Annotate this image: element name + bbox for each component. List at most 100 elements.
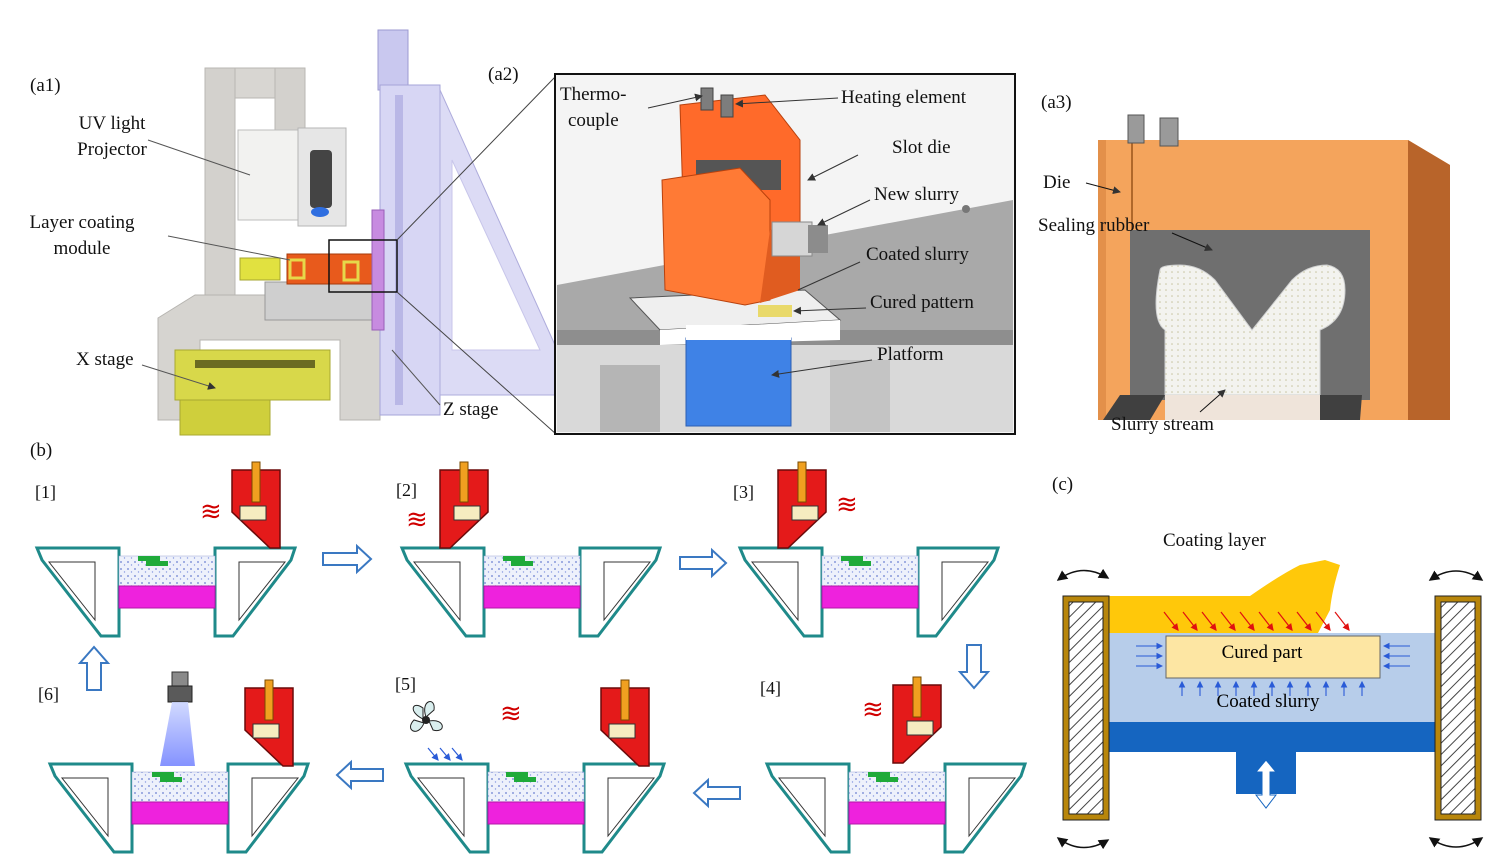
slot-die bbox=[244, 679, 294, 767]
label-x-stage: X stage bbox=[76, 349, 134, 370]
die-feed bbox=[797, 461, 807, 503]
label-new-slurry: New slurry bbox=[874, 184, 959, 205]
panel-b-tag: (b) bbox=[30, 440, 52, 461]
panel-c-tag: (c) bbox=[1052, 474, 1073, 495]
vat-left-cavity bbox=[47, 561, 96, 622]
heat-flux-arrow bbox=[1201, 611, 1217, 631]
die-chamber bbox=[252, 723, 280, 739]
label-slot-die: Slot die bbox=[892, 137, 951, 158]
label-platform: Platform bbox=[877, 344, 944, 365]
heat-flux-arrow bbox=[1163, 611, 1179, 631]
step-1 bbox=[34, 461, 298, 638]
heat-flux-arrow bbox=[1182, 611, 1198, 631]
die-chamber bbox=[239, 505, 267, 521]
vat-right-cavity bbox=[251, 777, 300, 838]
build-platform bbox=[848, 801, 946, 825]
die-feed bbox=[620, 679, 630, 721]
label-coating-layer: Coating layer bbox=[1163, 530, 1267, 551]
uv-lamp-icon bbox=[160, 671, 195, 766]
panel-a3-tag: (a3) bbox=[1041, 92, 1072, 113]
slurry-layer bbox=[131, 771, 229, 803]
heat-flux-arrows bbox=[1163, 611, 1350, 631]
fan-icon bbox=[410, 701, 443, 732]
panel-a1: (a1) bbox=[30, 29, 557, 436]
vat-right-cavity bbox=[238, 561, 287, 622]
label-uv-light: UV light bbox=[79, 113, 146, 134]
step-tag-2: [2] bbox=[396, 480, 417, 500]
cured-pattern bbox=[514, 777, 536, 782]
vat-right-cavity bbox=[941, 561, 990, 622]
step-5 bbox=[403, 679, 667, 854]
step-tag-6: [6] bbox=[38, 684, 59, 704]
step-tag-4: [4] bbox=[760, 678, 781, 698]
vat-left-cavity bbox=[750, 561, 799, 622]
vat-left-cavity bbox=[412, 561, 461, 622]
projector-body bbox=[237, 129, 299, 221]
vat-right-cavity bbox=[607, 777, 656, 838]
slurry-cavity bbox=[1155, 264, 1346, 396]
step-3 bbox=[737, 461, 1001, 638]
zoom-box bbox=[328, 239, 398, 293]
slot-die bbox=[439, 461, 489, 549]
label-couple: couple bbox=[568, 110, 619, 131]
slurry-layer bbox=[487, 771, 585, 803]
slot-die bbox=[777, 461, 827, 549]
build-platform bbox=[118, 585, 216, 609]
cured-pattern bbox=[152, 772, 174, 777]
cured-pattern bbox=[146, 561, 168, 566]
cured-pattern bbox=[503, 556, 525, 561]
label-die: Die bbox=[1043, 172, 1070, 193]
build-platform bbox=[821, 585, 919, 609]
label-sealing-rubber: Sealing rubber bbox=[1038, 215, 1150, 236]
projector-lens bbox=[311, 207, 329, 217]
slurry-layer bbox=[821, 555, 919, 587]
die-chamber bbox=[608, 723, 636, 739]
heat-flux-arrow bbox=[1239, 611, 1255, 631]
slurry-layer bbox=[483, 555, 581, 587]
slot-die bbox=[231, 461, 281, 549]
cured-pattern-mark bbox=[758, 305, 792, 317]
label-layer-coating: Layer coating bbox=[30, 212, 135, 233]
label-coated-slurry: Coated slurry bbox=[1217, 691, 1320, 712]
flow-arrows bbox=[77, 543, 991, 809]
build-platform bbox=[1104, 722, 1442, 752]
slurry-layer bbox=[118, 555, 216, 587]
cured-pattern bbox=[138, 556, 160, 561]
heat-icon: ≋ bbox=[500, 699, 522, 728]
heat-icon: ≋ bbox=[200, 497, 222, 526]
z-stage bbox=[379, 84, 441, 416]
step-tag-1: [1] bbox=[35, 482, 56, 502]
heat-flux-arrow bbox=[1296, 611, 1312, 631]
cured-pattern bbox=[876, 777, 898, 782]
cured-pattern bbox=[511, 561, 533, 566]
panel-c: (c) Coating layer Cured part Coated slur… bbox=[1052, 474, 1484, 850]
panel-a1-tag: (a1) bbox=[30, 75, 61, 96]
diffusion-arrows bbox=[1136, 642, 1410, 696]
x-stage bbox=[174, 349, 331, 401]
die-chamber bbox=[906, 720, 934, 736]
slot-die bbox=[892, 676, 942, 764]
heat-flux-arrow bbox=[1334, 611, 1350, 631]
label-cured-pattern: Cured pattern bbox=[870, 292, 974, 313]
platform-block bbox=[685, 337, 792, 427]
vat-left-cavity bbox=[416, 777, 465, 838]
label-coated-slurry: Coated slurry bbox=[866, 244, 969, 265]
vat-right-cavity bbox=[968, 777, 1017, 838]
vat-right-cavity bbox=[603, 561, 652, 622]
step-2 bbox=[399, 461, 663, 638]
heat-icon: ≋ bbox=[862, 695, 884, 724]
step-tag-3: [3] bbox=[733, 482, 754, 502]
heat-flux-arrow bbox=[1220, 611, 1236, 631]
build-platform bbox=[487, 801, 585, 825]
step-4 bbox=[764, 676, 1028, 854]
label-module: module bbox=[54, 238, 111, 259]
cured-part bbox=[1165, 635, 1381, 679]
label-projector: Projector bbox=[77, 139, 147, 160]
die-chamber bbox=[453, 505, 481, 521]
slot-die bbox=[600, 679, 650, 767]
label-slurry-stream: Slurry stream bbox=[1111, 414, 1214, 435]
step-6 bbox=[47, 679, 311, 854]
build-platform bbox=[131, 801, 229, 825]
label-heating-element: Heating element bbox=[841, 87, 967, 108]
